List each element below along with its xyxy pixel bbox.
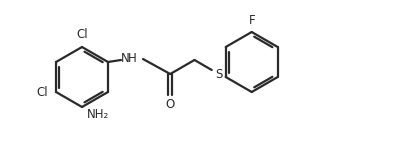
Text: Cl: Cl [36, 86, 48, 98]
Text: S: S [215, 68, 223, 80]
Text: F: F [248, 14, 255, 28]
Text: Cl: Cl [76, 28, 88, 41]
Text: N: N [121, 52, 130, 65]
Text: H: H [128, 52, 136, 65]
Text: O: O [166, 97, 175, 111]
Text: NH₂: NH₂ [87, 108, 109, 121]
